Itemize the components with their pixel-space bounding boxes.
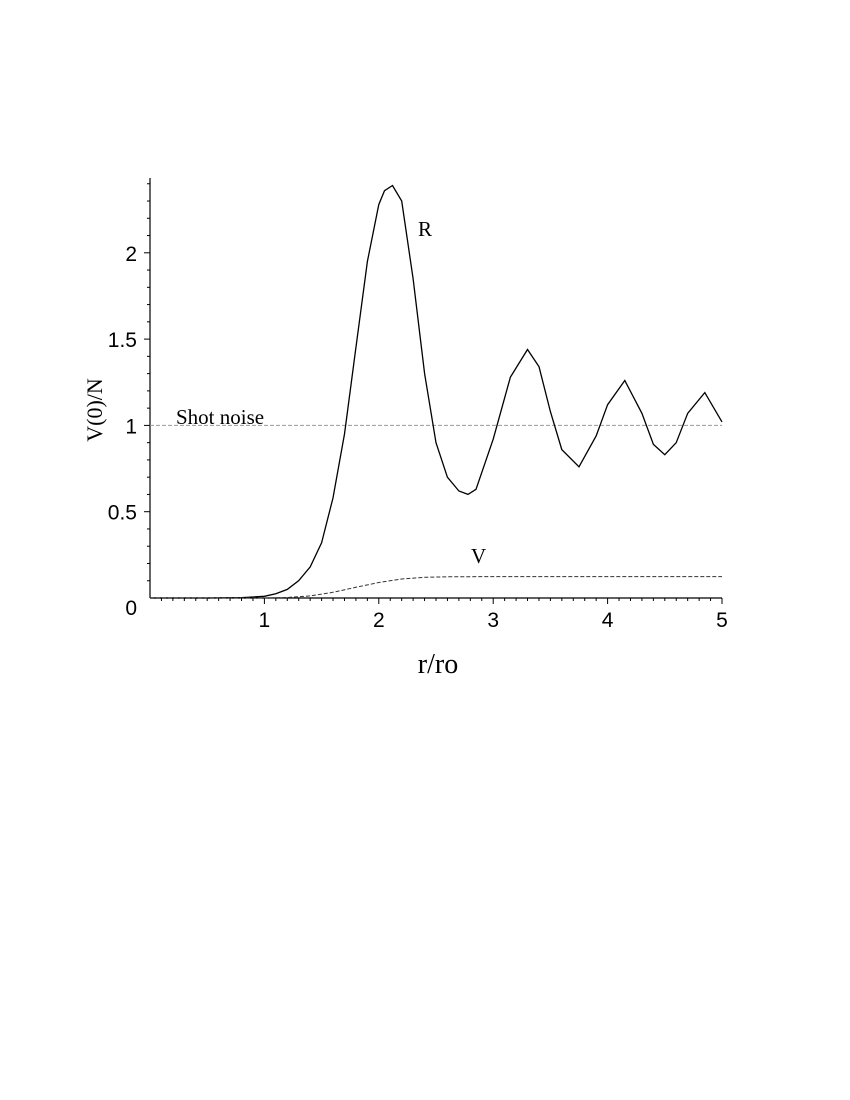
x-tick-label: 1 xyxy=(259,609,271,632)
series-label-V: V xyxy=(471,544,486,568)
y-tick-label: 2 xyxy=(125,243,137,266)
series-V-line xyxy=(150,576,722,599)
x-tick-label: 3 xyxy=(487,609,499,632)
x-tick-label: 2 xyxy=(373,609,385,632)
x-tick-label: 4 xyxy=(602,609,614,632)
tick-labels: 1 2 3 4 5 0 0.5 1 1.5 2 xyxy=(108,243,728,632)
plot-area xyxy=(149,178,723,599)
y-tick-label: 0.5 xyxy=(108,502,137,525)
reference-line-label: Shot noise xyxy=(176,405,264,429)
x-axis-title: r/ro xyxy=(418,649,458,680)
y-tick-label: 0 xyxy=(125,597,137,620)
y-axis-title: V(0)/N xyxy=(82,378,107,442)
series-label-R: R xyxy=(418,217,432,241)
y-tick-label: 1 xyxy=(125,415,137,438)
series-R-line xyxy=(150,184,723,599)
x-tick-label: 5 xyxy=(716,609,728,632)
y-tick-label: 1.5 xyxy=(108,329,137,352)
ticks xyxy=(144,183,723,604)
